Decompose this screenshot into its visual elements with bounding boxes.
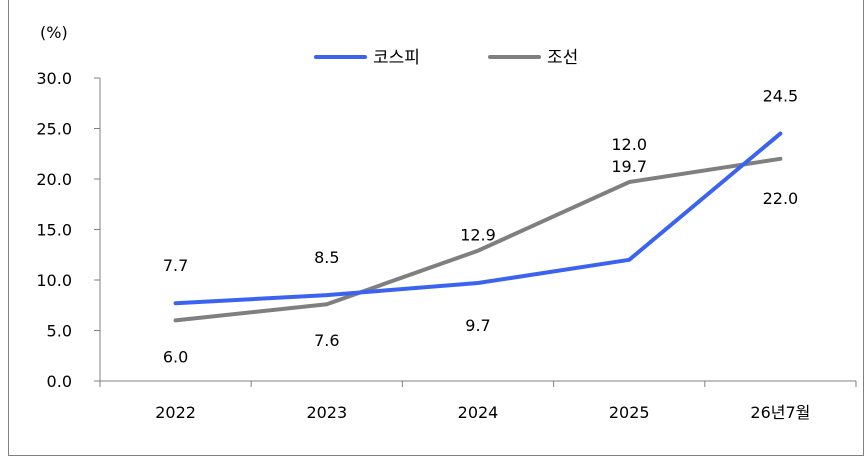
series-line-조선: [173, 156, 783, 323]
series-group: [173, 131, 783, 323]
x-tick-label: 2022: [155, 403, 196, 422]
y-tick-label: 15.0: [36, 221, 72, 240]
data-label-joseon: 6.0: [163, 347, 188, 366]
y-tick-label: 25.0: [36, 120, 72, 139]
legend-label-코스피: 코스피: [373, 48, 420, 68]
data-label-kospi: 12.0: [611, 135, 647, 154]
series-line-코스피: [173, 131, 783, 306]
y-tick-label: 10.0: [36, 271, 72, 290]
legend-label-조선: 조선: [547, 48, 578, 68]
x-tick-label: 2023: [306, 403, 347, 422]
data-label-joseon: 7.6: [314, 331, 339, 350]
legend: 코스피 조선: [314, 48, 578, 68]
data-label-kospi: 24.5: [763, 87, 799, 106]
axes: 0.0 5.0 10.0 15.0 20.0 25.0 30.0 2022 2023 2024 20…: [36, 69, 857, 422]
data-label-joseon: 12.9: [460, 226, 496, 245]
data-label-joseon: 19.7: [611, 157, 647, 176]
y-tick-label: 20.0: [36, 170, 72, 189]
data-label-kospi: 8.5: [314, 248, 339, 267]
x-tick-label: 2024: [458, 403, 499, 422]
y-tick-label: 30.0: [36, 69, 72, 88]
data-labels: 7.7 8.5 9.7 12.0 24.5 6.0 7.6 12.9 19.7 22.0: [163, 87, 798, 367]
y-tick-label: 0.0: [47, 372, 72, 391]
data-label-kospi: 7.7: [163, 256, 188, 275]
data-label-joseon: 22.0: [763, 189, 799, 208]
chart-frame: [8, 0, 864, 456]
x-tick-label: 26년7월: [750, 403, 810, 422]
y-tick-label: 5.0: [47, 322, 72, 341]
y-unit-label: (%): [40, 23, 68, 42]
x-tick-label: 2025: [609, 403, 650, 422]
data-label-kospi: 9.7: [465, 316, 490, 335]
